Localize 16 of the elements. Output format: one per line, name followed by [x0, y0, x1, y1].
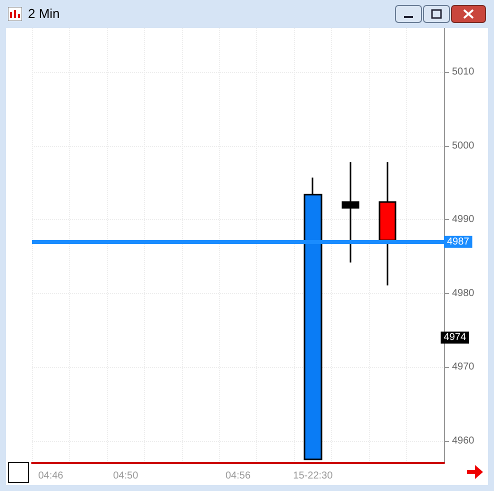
candlestick	[378, 161, 396, 286]
y-tick-label: 4960	[452, 435, 475, 446]
x-tick-label: 15-22:30	[293, 470, 334, 482]
y-tick-label: 5000	[452, 140, 475, 152]
x-tick-label: 04:56	[225, 470, 251, 482]
x-tick-label: 04:46	[38, 470, 64, 482]
y-tick-label: 4970	[452, 362, 475, 373]
x-tick-label: 04:50	[113, 470, 139, 482]
annotation: 4974	[444, 332, 466, 344]
y-tick-label: 4980	[452, 288, 475, 299]
candlestick	[342, 161, 360, 264]
candlestick	[304, 176, 322, 460]
ref-line-label: 4987	[447, 236, 470, 248]
y-tick-label: 4990	[452, 214, 475, 226]
y-tick-label: 5010	[452, 66, 475, 78]
chart-title: 2 Min	[28, 6, 60, 21]
